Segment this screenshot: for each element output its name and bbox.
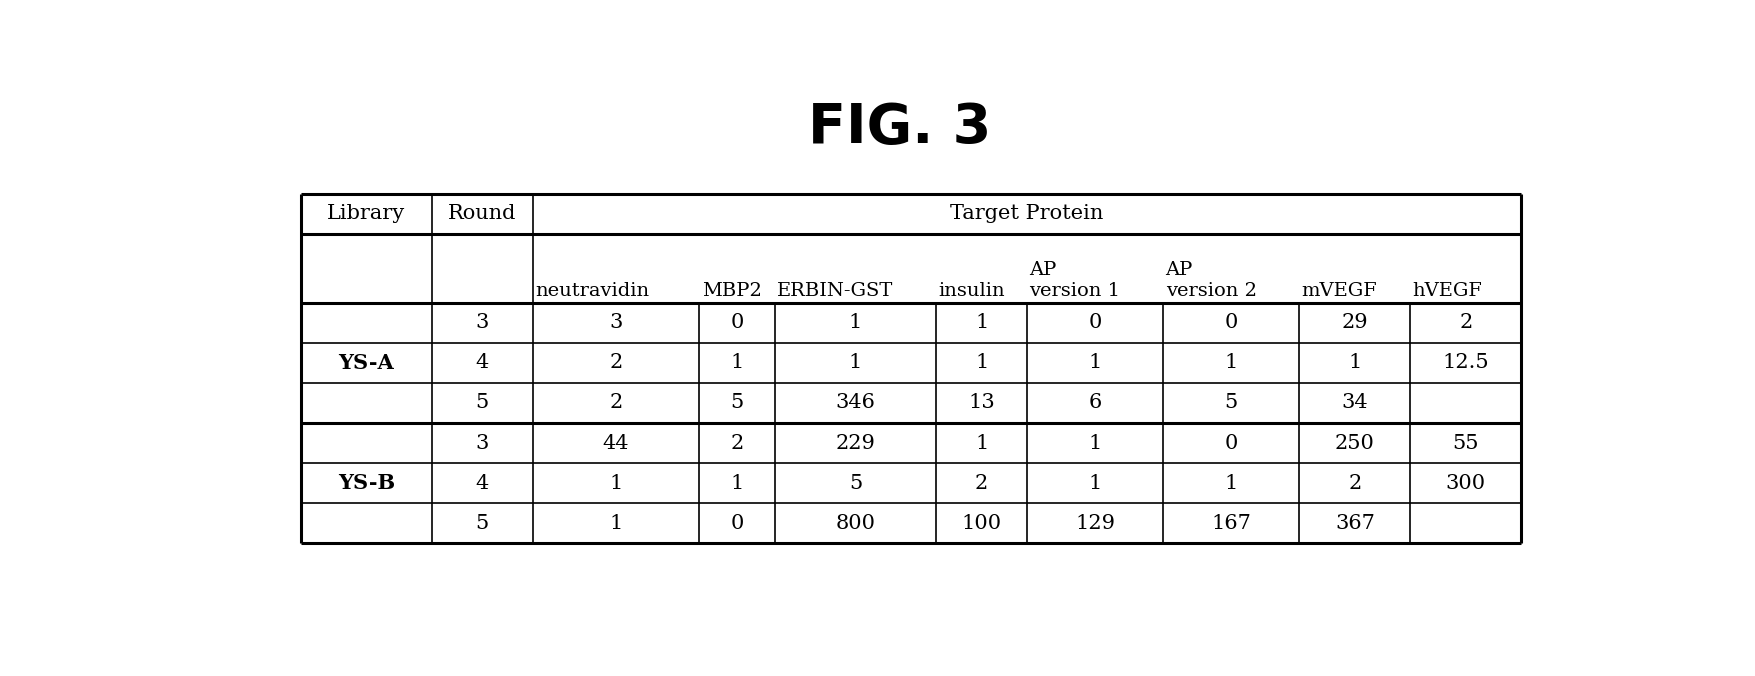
Text: 167: 167	[1211, 514, 1251, 533]
Text: 2: 2	[976, 474, 988, 493]
Text: mVEGF: mVEGF	[1302, 282, 1378, 299]
Text: 3: 3	[476, 314, 490, 333]
Text: 3: 3	[476, 433, 490, 452]
Text: 1: 1	[849, 354, 862, 372]
Text: Target Protein: Target Protein	[951, 204, 1104, 223]
Text: FIG. 3: FIG. 3	[807, 101, 992, 155]
Text: 1: 1	[1088, 474, 1102, 493]
Text: 2: 2	[609, 393, 623, 412]
Text: 1: 1	[976, 433, 988, 452]
Text: 55: 55	[1453, 433, 1479, 452]
Text: 2: 2	[609, 354, 623, 372]
Text: insulin: insulin	[939, 282, 1006, 299]
Text: ERBIN-GST: ERBIN-GST	[777, 282, 893, 299]
Text: 29: 29	[1341, 314, 1369, 333]
Text: 5: 5	[476, 393, 490, 412]
Text: 1: 1	[1225, 354, 1237, 372]
Text: 1: 1	[976, 314, 988, 333]
Text: YS-B: YS-B	[337, 473, 395, 493]
Text: 0: 0	[1225, 433, 1237, 452]
Text: 0: 0	[1088, 314, 1102, 333]
Text: 13: 13	[969, 393, 995, 412]
Text: 5: 5	[730, 393, 744, 412]
Text: 1: 1	[849, 314, 862, 333]
Text: 229: 229	[835, 433, 876, 452]
Text: 2: 2	[1458, 314, 1472, 333]
Text: 1: 1	[609, 514, 623, 533]
Text: YS-A: YS-A	[339, 353, 395, 373]
Text: 1: 1	[1348, 354, 1362, 372]
Text: 1: 1	[976, 354, 988, 372]
Text: Library: Library	[326, 204, 405, 223]
Text: 5: 5	[1225, 393, 1237, 412]
Text: 100: 100	[962, 514, 1002, 533]
Text: 1: 1	[730, 474, 744, 493]
Text: 0: 0	[1225, 314, 1237, 333]
Text: 5: 5	[476, 514, 490, 533]
Text: 129: 129	[1076, 514, 1114, 533]
Text: AP
version 1: AP version 1	[1030, 261, 1120, 299]
Text: neutravidin: neutravidin	[535, 282, 649, 299]
Text: MBP2: MBP2	[702, 282, 762, 299]
Text: 250: 250	[1336, 433, 1374, 452]
Text: 800: 800	[835, 514, 876, 533]
Text: 2: 2	[1348, 474, 1362, 493]
Text: 34: 34	[1341, 393, 1369, 412]
Text: 1: 1	[1225, 474, 1237, 493]
Text: 4: 4	[476, 474, 490, 493]
Text: 367: 367	[1336, 514, 1374, 533]
Text: 0: 0	[730, 514, 744, 533]
Text: 0: 0	[730, 314, 744, 333]
Text: 1: 1	[609, 474, 623, 493]
Text: 1: 1	[730, 354, 744, 372]
Text: Round: Round	[448, 204, 516, 223]
Text: 3: 3	[609, 314, 623, 333]
Text: hVEGF: hVEGF	[1413, 282, 1483, 299]
Text: 2: 2	[730, 433, 744, 452]
Text: 4: 4	[476, 354, 490, 372]
Text: 346: 346	[835, 393, 876, 412]
Text: 6: 6	[1088, 393, 1102, 412]
Text: 300: 300	[1446, 474, 1486, 493]
Text: 1: 1	[1088, 354, 1102, 372]
Text: AP
version 2: AP version 2	[1165, 261, 1257, 299]
Text: 44: 44	[602, 433, 630, 452]
Text: 12.5: 12.5	[1443, 354, 1490, 372]
Text: 1: 1	[1088, 433, 1102, 452]
Text: 5: 5	[849, 474, 862, 493]
